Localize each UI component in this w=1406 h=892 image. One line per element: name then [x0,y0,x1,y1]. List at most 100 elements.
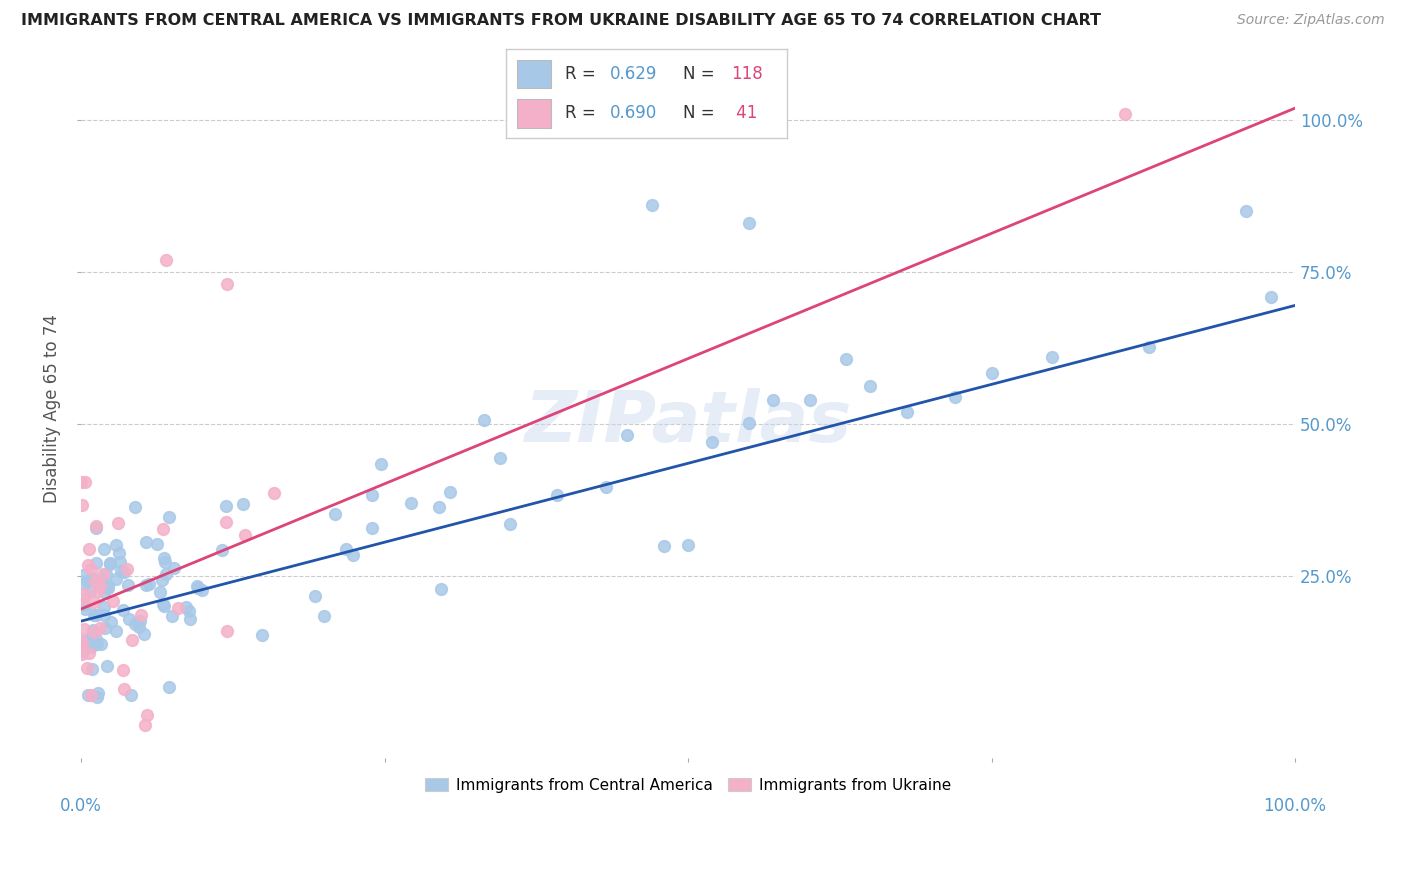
Text: Source: ZipAtlas.com: Source: ZipAtlas.com [1237,13,1385,28]
Point [70,640,93,654]
Point [131,608,153,623]
Point [163,560,186,574]
Point [980,366,1002,380]
Point [72,591,94,606]
Point [1260,290,1282,304]
Point [70,647,93,661]
Point [70,634,93,648]
Point [738,217,761,231]
Point [179,612,201,626]
Point [399,495,422,509]
Point [152,598,174,612]
Point [232,497,254,511]
Point [80,662,103,676]
Point [148,585,170,599]
Point [79,688,101,702]
Point [79,638,101,652]
Point [84,632,107,647]
Point [117,578,139,592]
Point [79,646,101,660]
Point [77,689,100,703]
Point [215,277,238,292]
Point [134,718,156,732]
Point [84,556,107,570]
Point [159,680,181,694]
Point [595,480,617,494]
Point [77,541,100,556]
Point [150,573,173,587]
Point [128,614,150,628]
Point [80,631,103,645]
Text: 0.690: 0.690 [610,104,658,122]
Point [252,628,274,642]
Point [111,663,134,677]
Y-axis label: Disability Age 65 to 74: Disability Age 65 to 74 [44,314,60,503]
Text: 41: 41 [731,104,758,122]
Point [155,567,177,582]
Point [89,579,111,593]
Point [104,538,127,552]
Point [112,681,135,696]
Point [96,659,118,673]
Text: 0.629: 0.629 [610,65,658,83]
Point [82,571,104,585]
Point [86,518,108,533]
Point [263,486,285,500]
Point [75,602,97,616]
Point [799,393,821,408]
Point [104,624,127,638]
Point [215,500,238,514]
Point [335,541,357,556]
Point [153,550,176,565]
Point [93,599,115,614]
Point [72,568,94,582]
Point [135,535,157,549]
Point [146,536,169,550]
Point [135,578,157,592]
Point [93,584,115,599]
Point [1114,107,1136,121]
Point [138,577,160,591]
Point [91,566,114,581]
Point [83,595,105,609]
Point [370,457,392,471]
Point [94,621,117,635]
Point [152,522,174,536]
Point [427,500,450,515]
Point [86,636,108,650]
Point [128,620,150,634]
Point [76,661,98,675]
Point [859,379,882,393]
Point [160,608,183,623]
Point [107,516,129,531]
Point [79,584,101,599]
Point [342,548,364,562]
Point [121,632,143,647]
Point [135,708,157,723]
Point [112,566,135,580]
Point [153,555,176,569]
Point [641,198,664,212]
Point [76,574,98,588]
Point [186,579,208,593]
Point [616,428,638,442]
Point [110,564,132,578]
Point [93,542,115,557]
Point [472,413,495,427]
Point [187,581,209,595]
Point [98,556,121,570]
Point [652,540,675,554]
Point [676,537,699,551]
Point [101,594,124,608]
Text: 100.0%: 100.0% [1264,797,1326,814]
Point [157,510,180,524]
Point [896,405,918,419]
Point [70,643,93,657]
Point [762,392,785,407]
Point [76,640,98,654]
Point [124,500,146,515]
Text: N =: N = [683,65,720,83]
Point [115,562,138,576]
Point [80,632,103,646]
Text: R =: R = [565,104,602,122]
